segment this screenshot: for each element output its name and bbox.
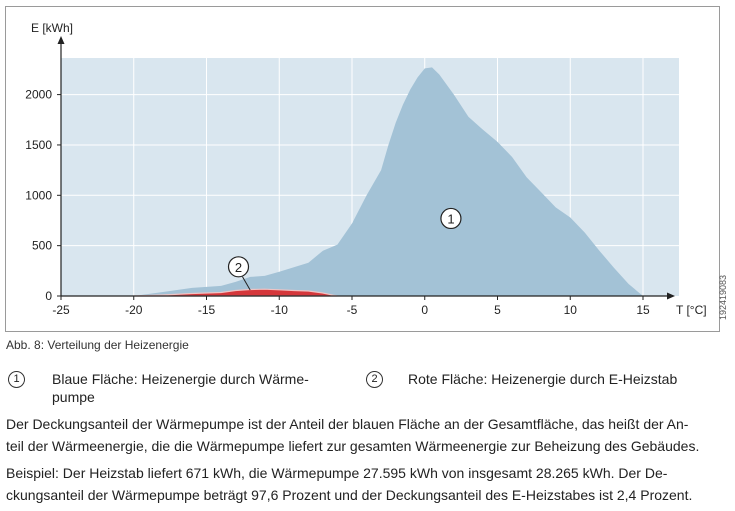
x-tick-label: -25 <box>52 303 70 317</box>
legend-text-2-line1: Rote Fläche: Heizenergie durch E-Heizsta… <box>408 371 678 387</box>
area-series-1-heat-pump <box>133 67 644 297</box>
paragraph-2-line2: ckungsanteil der Wärmepumpe beträgt 97,6… <box>6 487 693 503</box>
y-axis-ticks: 0 500 1000 1500 2000 <box>25 88 61 303</box>
x-tick-label: 0 <box>421 303 428 317</box>
legend-marker-2: 2 <box>366 371 383 388</box>
figure-caption: Abb. 8: Verteilung der Heizenergie <box>6 338 189 352</box>
paragraph-example: Beispiel: Der Heizstab liefert 671 kWh, … <box>6 462 718 506</box>
axes <box>57 36 675 300</box>
legend-text-2: Rote Fläche: Heizenergie durch E-Heizsta… <box>408 370 728 388</box>
paragraph-coverage-definition: Der Deckungsanteil der Wärmepumpe ist de… <box>6 413 718 457</box>
y-tick-label: 1500 <box>25 138 52 152</box>
y-tick-label: 500 <box>32 239 52 253</box>
annotation-leader-line <box>242 276 251 291</box>
legend-text-1-line1: Blaue Fläche: Heizenergie durch Wärme- <box>52 371 309 387</box>
x-axis-ticks: -25 -20 -15 -10 -5 0 5 10 15 <box>52 296 650 317</box>
x-tick-label: -5 <box>347 303 358 317</box>
paragraph-2-line1: Beispiel: Der Heizstab liefert 671 kWh, … <box>6 465 668 481</box>
annotations: 12 <box>227 207 462 291</box>
y-tick-label: 1000 <box>25 188 52 202</box>
x-tick-label: -15 <box>198 303 216 317</box>
annotation-marker-1 <box>440 207 462 230</box>
area-series-2-heating-rod <box>133 288 338 297</box>
y-tick-label: 0 <box>45 289 52 303</box>
y-tick-label: 2000 <box>25 88 52 102</box>
figure-code: 192419083 <box>718 274 728 320</box>
legend-marker-1: 1 <box>8 371 25 388</box>
paragraph-1-line1: Der Deckungsanteil der Wärmepumpe ist de… <box>6 416 689 432</box>
x-tick-label: -20 <box>125 303 143 317</box>
area-chart: -25 -20 -15 -10 -5 0 5 10 15 0 500 1000 1500 2000 E … <box>25 21 707 317</box>
legend-text-1: Blaue Fläche: Heizenergie durch Wärme- p… <box>52 370 342 406</box>
figure-frame <box>5 6 720 332</box>
x-tick-label: -10 <box>271 303 289 317</box>
x-axis-arrow <box>667 292 675 300</box>
x-tick-label: 10 <box>564 303 578 317</box>
x-axis-label: T [°C] <box>676 303 707 317</box>
annotation-label-2: 2 <box>235 260 242 275</box>
legend-text-1-line2: pumpe <box>52 389 95 405</box>
x-tick-label: 15 <box>636 303 650 317</box>
annotation-marker-2 <box>227 256 250 278</box>
y-axis-label: E [kWh] <box>31 21 73 35</box>
annotation-label-1: 1 <box>447 211 454 226</box>
paragraph-1-line2: teil der Wärmeenergie, die die Wärmepump… <box>6 438 700 454</box>
x-tick-label: 5 <box>494 303 501 317</box>
y-axis-arrow <box>57 36 65 44</box>
